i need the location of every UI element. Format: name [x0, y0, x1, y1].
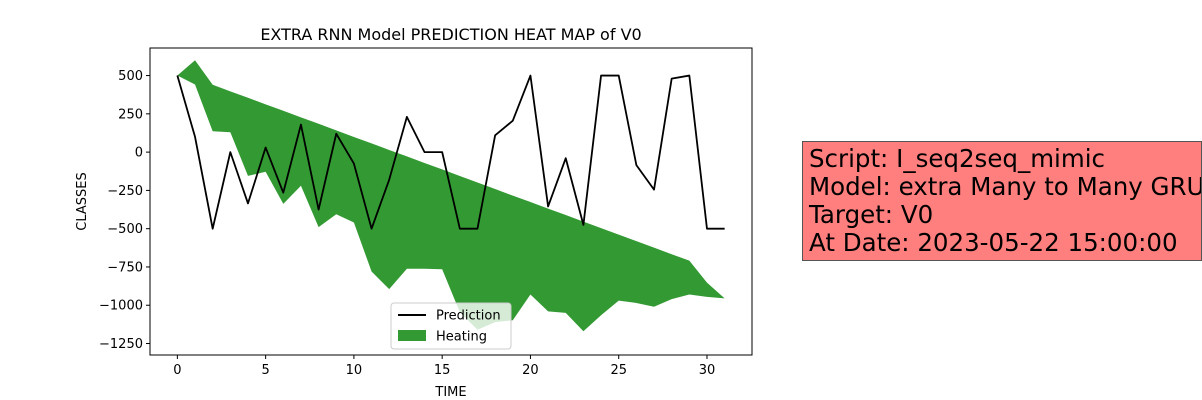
y-tick-label: −250 — [107, 184, 143, 199]
info-date-line: At Date: 2023-05-22 15:00:00 — [809, 228, 1178, 257]
x-tick-label: 20 — [522, 363, 539, 378]
y-tick-label: −1000 — [99, 299, 143, 314]
y-tick-label: −1250 — [99, 337, 143, 352]
x-tick-label: 0 — [173, 363, 181, 378]
info-model-line: Model: extra Many to Many GRU — [809, 172, 1202, 201]
y-tick-label: 250 — [118, 107, 143, 122]
y-tick-label: 500 — [118, 69, 143, 84]
plot-frame — [149, 47, 753, 356]
plot-layer — [176, 60, 725, 332]
heating-area — [177, 60, 725, 332]
y-tick-label: −750 — [107, 260, 143, 275]
y-tick-label: −500 — [107, 222, 143, 237]
x-axis: 0 5 10 15 20 25 30 — [173, 355, 715, 378]
info-target-line: Target: V0 — [809, 200, 934, 229]
x-tick-label: 25 — [610, 363, 627, 378]
x-axis-label: TIME — [434, 385, 466, 400]
run-info-box: Script: I_seq2seq_mimic Model: extra Man… — [802, 141, 1202, 261]
x-tick-label: 5 — [261, 363, 269, 378]
x-tick-label: 30 — [699, 363, 716, 378]
y-axis: 500 250 0 −250 −500 −750 −1000 −1250 — [99, 69, 150, 352]
legend-heating-label: Heating — [436, 330, 487, 345]
info-script-line: Script: I_seq2seq_mimic — [809, 144, 1106, 173]
chart-title: EXTRA RNN Model PREDICTION HEAT MAP of V… — [260, 25, 641, 44]
y-tick-label: 0 — [135, 146, 143, 161]
legend-prediction-label: Prediction — [436, 309, 501, 324]
legend: Prediction Heating — [390, 302, 512, 350]
legend-heating-swatch — [398, 330, 426, 341]
prediction-line — [176, 74, 725, 230]
x-tick-label: 10 — [346, 363, 363, 378]
x-tick-label: 15 — [434, 363, 451, 378]
y-axis-label: CLASSES — [75, 172, 90, 230]
